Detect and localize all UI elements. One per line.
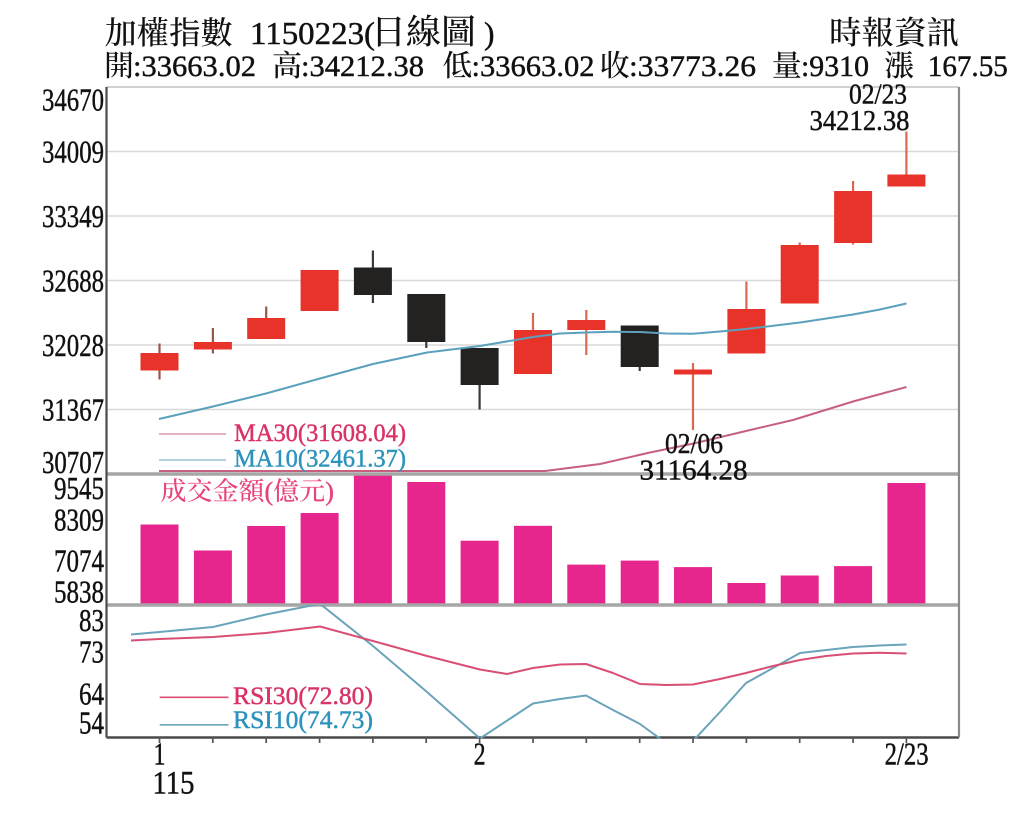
svg-text:32688: 32688 xyxy=(42,262,104,298)
svg-text:167.55: 167.55 xyxy=(928,50,1008,83)
svg-text:8309: 8309 xyxy=(54,501,104,537)
svg-text:83: 83 xyxy=(79,602,104,638)
svg-text:54: 54 xyxy=(79,704,104,740)
svg-text:73: 73 xyxy=(79,633,104,669)
svg-text:02/23: 02/23 xyxy=(849,79,907,111)
svg-text::9310: :9310 xyxy=(801,50,869,83)
svg-text:64: 64 xyxy=(79,675,104,711)
svg-text:5838: 5838 xyxy=(54,573,104,609)
svg-text:MA10(32461.37): MA10(32461.37) xyxy=(234,446,406,473)
svg-text:34670: 34670 xyxy=(42,81,104,117)
svg-text::33663.02: :33663.02 xyxy=(472,50,595,83)
svg-text:32028: 32028 xyxy=(42,327,104,363)
svg-text:30707: 30707 xyxy=(42,444,104,480)
svg-text:2: 2 xyxy=(474,736,486,772)
svg-text:34009: 34009 xyxy=(42,133,104,169)
svg-text:RSI30(72.80): RSI30(72.80) xyxy=(233,683,373,710)
svg-text:2/23: 2/23 xyxy=(885,736,929,772)
svg-text:1: 1 xyxy=(154,736,166,772)
svg-text:31367: 31367 xyxy=(42,391,104,427)
svg-text:): ) xyxy=(325,477,334,506)
svg-text:RSI10(74.73): RSI10(74.73) xyxy=(233,707,373,734)
svg-text:7074: 7074 xyxy=(54,542,104,578)
svg-text:33349: 33349 xyxy=(42,198,104,234)
svg-text:MA30(31608.04): MA30(31608.04) xyxy=(234,420,406,447)
svg-text::33663.02: :33663.02 xyxy=(133,50,256,83)
svg-text:02/06: 02/06 xyxy=(665,428,723,460)
svg-text:31164.28: 31164.28 xyxy=(640,455,748,487)
svg-text:34212.38: 34212.38 xyxy=(810,105,910,137)
svg-text:9545: 9545 xyxy=(54,470,104,506)
svg-text::33773.26: :33773.26 xyxy=(629,50,756,83)
svg-text:1150223(: 1150223( xyxy=(250,16,375,51)
svg-text:(: ( xyxy=(265,477,274,506)
svg-text::34212.38: :34212.38 xyxy=(301,50,424,83)
svg-text:): ) xyxy=(484,16,495,51)
svg-text:115: 115 xyxy=(153,766,195,802)
